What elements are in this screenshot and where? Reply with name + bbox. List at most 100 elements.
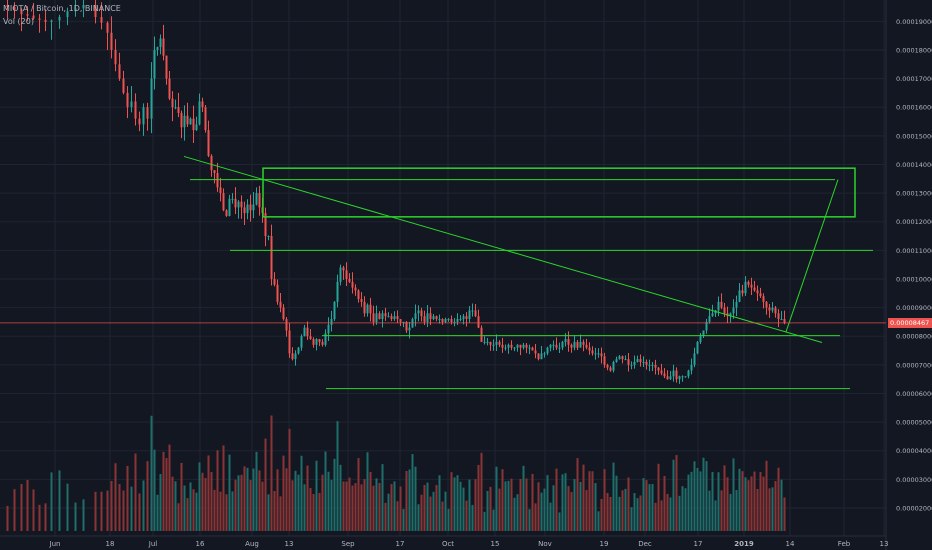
- candle-body: [384, 313, 387, 317]
- candle-body: [291, 353, 294, 360]
- volume-bar: [744, 477, 747, 531]
- volume-bar: [600, 498, 603, 531]
- last-price-tag: 0.00008467: [888, 317, 932, 328]
- candle-body: [762, 296, 765, 302]
- y-tick-label-0: 0.00019000: [896, 18, 932, 26]
- volume-bar: [312, 494, 315, 531]
- candle-body: [294, 353, 297, 360]
- candle-body: [600, 353, 603, 357]
- candle-body: [246, 204, 249, 214]
- candle-body: [558, 347, 561, 349]
- candle-body: [750, 284, 753, 288]
- y-tick-label-3: 0.00016000: [896, 104, 932, 112]
- volume-bar: [342, 481, 345, 531]
- candle-body: [747, 281, 750, 285]
- candle-body: [312, 339, 315, 345]
- x-tick-label-13: 17: [694, 540, 703, 548]
- volume-bar: [423, 484, 426, 531]
- y-tick-label-2: 0.00017000: [896, 75, 932, 83]
- volume-bar: [153, 449, 156, 531]
- volume-indicator-label[interactable]: Vol (20): [3, 17, 34, 26]
- drawing-annotations[interactable]: [183, 155, 873, 390]
- candle-body: [195, 124, 198, 131]
- candle-body: [231, 198, 234, 200]
- volume-bar: [26, 479, 29, 531]
- candle-body: [495, 341, 498, 345]
- volume-bar: [375, 478, 378, 531]
- candle-body: [468, 310, 471, 320]
- volume-bar: [273, 490, 276, 531]
- volume-bar: [645, 480, 648, 531]
- volume-bar: [519, 479, 522, 531]
- volume-bar: [393, 481, 396, 531]
- candle-body: [146, 107, 149, 119]
- candle-body: [609, 367, 612, 371]
- candle-body: [687, 370, 690, 377]
- volume-bar: [621, 490, 624, 531]
- volume-bar: [327, 471, 330, 531]
- volume-bar: [183, 485, 186, 531]
- price-axis[interactable]: 0.00019000 0.00018000 0.00017000 0.00016000…: [896, 18, 932, 513]
- candle-body: [360, 298, 363, 302]
- volume-bar: [531, 473, 534, 531]
- volume-bar: [303, 484, 306, 531]
- candle-body: [26, 14, 29, 16]
- volume-bar: [315, 460, 318, 531]
- candle-body: [66, 11, 69, 18]
- annotation-trendline-0[interactable]: [183, 155, 823, 343]
- volume-bar: [363, 479, 366, 531]
- volume-bar: [486, 491, 489, 531]
- volume-bar: [528, 509, 531, 531]
- candle-body: [435, 316, 438, 320]
- volume-bar: [414, 466, 417, 531]
- y-tick-label-6: 0.00013000: [896, 190, 932, 198]
- symbol-title[interactable]: MIOTA / Bitcoin, 1D, BINANCE: [3, 4, 121, 13]
- volume-bar: [585, 490, 588, 531]
- volume-bar: [558, 512, 561, 531]
- annotation-trendline-1[interactable]: [785, 179, 839, 333]
- candle-body: [474, 310, 477, 317]
- candle-body: [279, 301, 282, 308]
- candle-body: [114, 49, 117, 65]
- volume-bar: [333, 458, 336, 531]
- volume-bar: [681, 486, 684, 531]
- volume-bar: [142, 480, 145, 531]
- candle-body: [396, 316, 399, 320]
- candle-body: [198, 101, 201, 125]
- candle-body: [612, 361, 615, 371]
- candle-body: [372, 313, 375, 322]
- volume-bar: [213, 489, 216, 531]
- candle-body: [315, 339, 318, 345]
- y-tick-label-12: 0.00007000: [896, 361, 932, 369]
- candle-body: [450, 319, 453, 322]
- volume-bar: [510, 478, 513, 531]
- candle-body: [354, 287, 357, 291]
- candle-body: [162, 38, 165, 56]
- candle-body: [255, 193, 258, 205]
- volume-bar: [738, 468, 741, 531]
- volume-bar: [678, 495, 681, 531]
- candle-body: [672, 370, 675, 377]
- candle-body: [309, 336, 312, 340]
- volume-bar: [174, 481, 177, 531]
- volume-bar: [177, 503, 180, 531]
- candle-body: [777, 313, 780, 320]
- volume-bar: [165, 458, 168, 531]
- volume-bar: [756, 488, 759, 531]
- volume-bar: [474, 479, 477, 531]
- annotation-rectangle-0[interactable]: [262, 167, 856, 218]
- volume-bar: [411, 454, 414, 531]
- time-axis[interactable]: Jun 18 Jul 16 Aug 13 Sep 17 Oct 15 Nov 19 Dec 17 2019 1…: [49, 540, 889, 548]
- volume-bar: [477, 464, 480, 531]
- volume-bar: [252, 468, 255, 531]
- candle-body: [456, 319, 459, 322]
- volume-bars: [6, 415, 786, 531]
- volume-bar: [465, 500, 468, 531]
- volume-bar: [420, 494, 423, 531]
- candle-body: [615, 359, 618, 362]
- candle-body: [252, 204, 255, 211]
- candle-body: [585, 344, 588, 348]
- candle-body: [267, 236, 270, 238]
- candle-body: [660, 370, 663, 374]
